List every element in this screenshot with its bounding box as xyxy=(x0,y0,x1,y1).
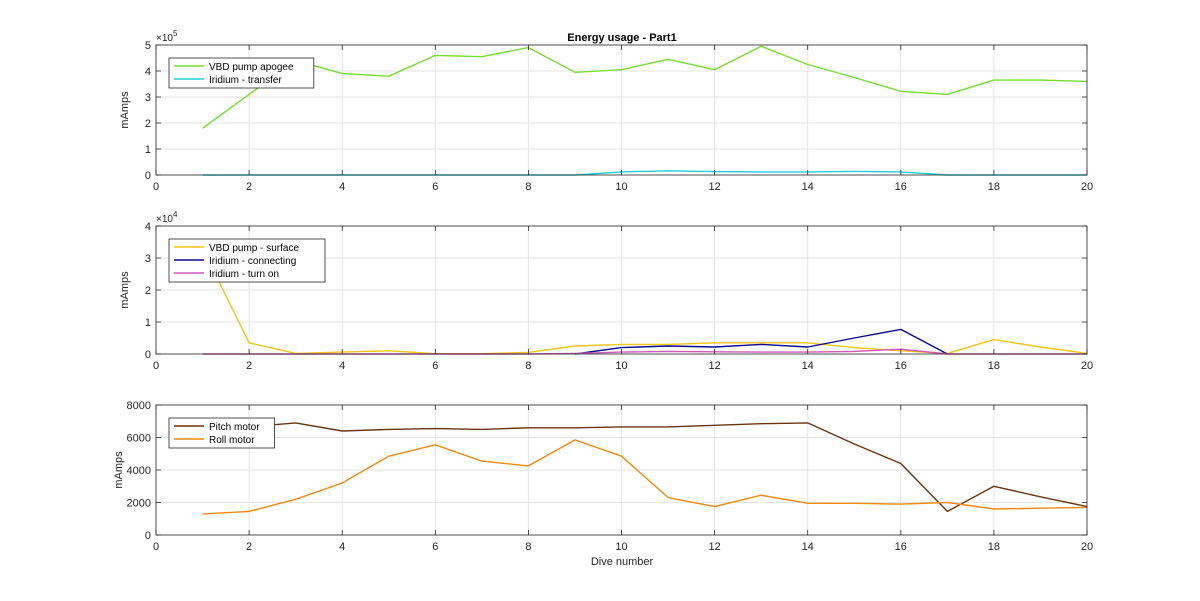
x-tick-label: 0 xyxy=(153,181,159,193)
legend-label: VBD pump apogee xyxy=(209,62,294,73)
x-tick-label: 10 xyxy=(615,181,627,193)
x-tick-label: 12 xyxy=(708,541,720,553)
x-tick-label: 8 xyxy=(525,360,531,372)
y-tick-label: 4 xyxy=(145,66,151,78)
x-tick-label: 8 xyxy=(525,541,531,553)
x-tick-label: 14 xyxy=(802,541,814,553)
x-tick-label: 18 xyxy=(988,181,1000,193)
series-line-roll-motor xyxy=(202,439,1088,515)
y-axis-label: mAmps xyxy=(113,451,125,489)
x-tick-label: 14 xyxy=(802,181,814,193)
x-tick-label: 12 xyxy=(708,181,720,193)
legend-label: Iridium - transfer xyxy=(209,75,282,86)
legend: Pitch motor Roll motor xyxy=(168,417,275,449)
y-tick-label: 3 xyxy=(145,92,151,104)
figure-title: Energy usage - Part1 xyxy=(567,32,676,44)
y-tick-label: 2000 xyxy=(127,498,151,510)
y-axis-exponent: ×104 xyxy=(156,210,178,225)
y-axis-exponent: ×105 xyxy=(156,29,178,44)
x-tick-label: 16 xyxy=(895,181,907,193)
x-tick-label: 2 xyxy=(246,181,252,193)
y-tick-label: 0 xyxy=(145,349,151,361)
x-tick-label: 16 xyxy=(895,360,907,372)
x-tick-label: 0 xyxy=(153,360,159,372)
y-tick-label: 3 xyxy=(145,253,151,265)
series-line-vbd-pump-apogee xyxy=(202,45,1088,129)
y-axis-label: mAmps xyxy=(119,91,131,129)
y-tick-label: 1 xyxy=(145,144,151,156)
y-tick-label: 0 xyxy=(145,170,151,182)
y-axis-label: mAmps xyxy=(119,271,131,309)
legend-label: Pitch motor xyxy=(209,422,260,433)
legend-label: VBD pump - surface xyxy=(209,243,299,254)
y-tick-label: 4 xyxy=(145,221,151,233)
x-tick-label: 0 xyxy=(153,541,159,553)
x-tick-label: 6 xyxy=(432,360,438,372)
series-line-iridium-connecting xyxy=(574,328,948,355)
y-tick-label: 8000 xyxy=(127,400,151,412)
y-tick-label: 6000 xyxy=(127,433,151,445)
legend-label: Iridium - connecting xyxy=(209,256,296,267)
y-tick-label: 2 xyxy=(145,118,151,130)
x-tick-label: 6 xyxy=(432,541,438,553)
legend-label: Iridium - turn on xyxy=(209,269,279,280)
legend: VBD pump - surface Iridium - connecting Ir… xyxy=(168,238,326,283)
y-tick-label: 4000 xyxy=(127,465,151,477)
legend: VBD pump apogee Iridium - transfer xyxy=(168,57,315,89)
x-tick-label: 8 xyxy=(525,181,531,193)
y-tick-label: 5 xyxy=(145,40,151,52)
x-tick-label: 2 xyxy=(246,541,252,553)
x-tick-label: 6 xyxy=(432,181,438,193)
x-tick-label: 4 xyxy=(339,541,345,553)
x-tick-label: 4 xyxy=(339,360,345,372)
x-tick-label: 10 xyxy=(615,360,627,372)
x-tick-label: 20 xyxy=(1081,541,1093,553)
x-tick-label: 20 xyxy=(1081,181,1093,193)
x-tick-label: 4 xyxy=(339,181,345,193)
legend-box xyxy=(168,417,275,449)
x-tick-label: 18 xyxy=(988,360,1000,372)
x-tick-label: 2 xyxy=(246,360,252,372)
y-tick-label: 1 xyxy=(145,317,151,329)
y-tick-label: 0 xyxy=(145,530,151,542)
x-tick-label: 18 xyxy=(988,541,1000,553)
x-tick-label: 10 xyxy=(615,541,627,553)
subplot-3: 0 2 4 6 8 10 12 14 16 18 20 0 2000 4000 6000 8000 mAmps P… xyxy=(113,400,1093,553)
y-tick-label: 2 xyxy=(145,285,151,297)
legend-box xyxy=(168,57,315,89)
x-tick-label: 14 xyxy=(802,360,814,372)
legend-label: Roll motor xyxy=(209,435,255,446)
x-tick-label: 12 xyxy=(708,360,720,372)
x-tick-label: 16 xyxy=(895,541,907,553)
x-tick-label: 20 xyxy=(1081,360,1093,372)
x-axis-label: Dive number xyxy=(591,556,654,568)
